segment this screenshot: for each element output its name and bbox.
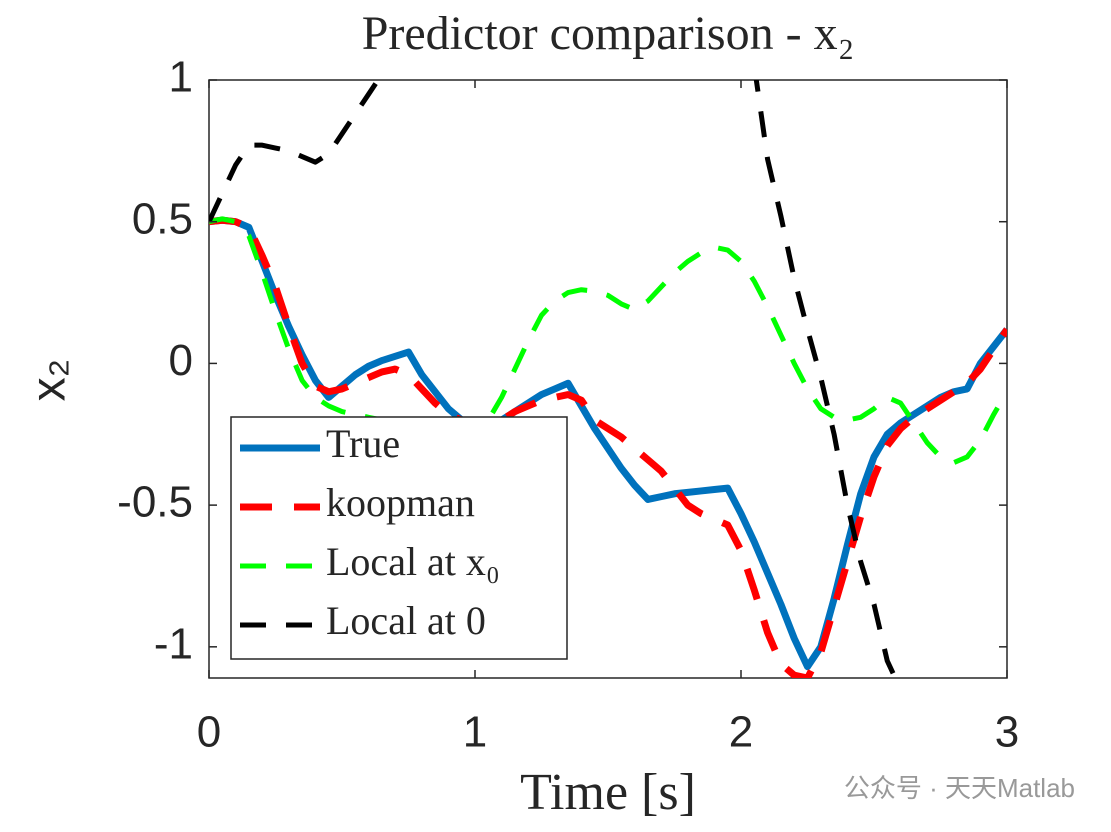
series-line	[209, 80, 899, 678]
x-tick-label: 1	[463, 708, 487, 757]
lines	[209, 80, 1007, 678]
y-tick-label: 0.5	[132, 194, 193, 243]
legend: True koopman Local at x₀ Local at 0	[230, 416, 568, 660]
x-axis-label: Time [s]	[520, 764, 696, 821]
y-tick-label: 0	[169, 336, 193, 385]
x-tick-label: 0	[197, 708, 221, 757]
y-tick-label: -0.5	[117, 478, 193, 527]
legend-label: Local at x₀	[326, 539, 500, 584]
y-tick-label: -1	[154, 619, 193, 668]
chart-title: Predictor comparison - x₂	[362, 7, 855, 60]
legend-label: True	[326, 421, 400, 466]
legend-box	[230, 416, 568, 660]
series-line	[209, 216, 1007, 466]
x-tick-label: 2	[729, 708, 753, 757]
series-line	[209, 216, 1007, 678]
x-tick-label: 3	[995, 708, 1019, 757]
y-tick-label: 1	[169, 53, 193, 102]
watermark: 公众号 · 天天Matlab	[844, 773, 1075, 803]
legend-label: koopman	[326, 480, 475, 525]
y-axis-label: x₂	[23, 359, 76, 402]
legend-label: Local at 0	[326, 598, 486, 643]
